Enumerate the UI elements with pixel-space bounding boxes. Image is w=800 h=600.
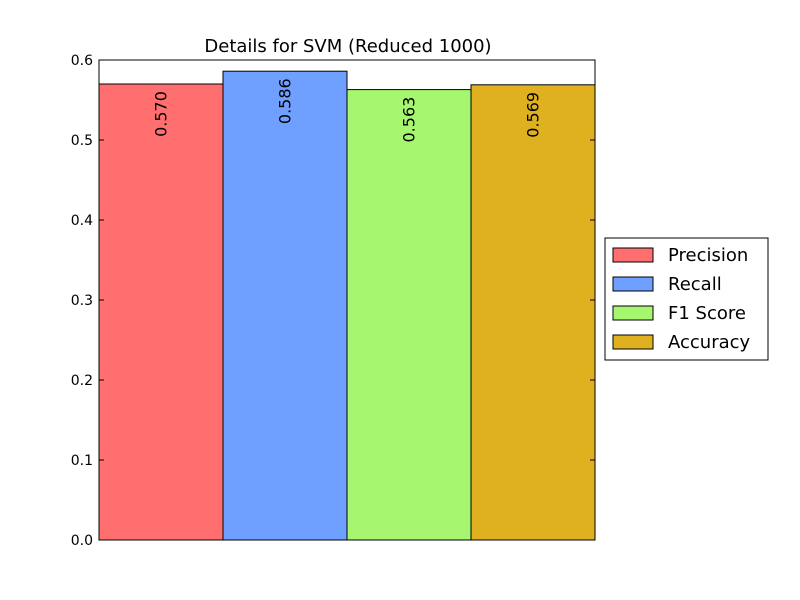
y-tick-label: 0.1	[71, 453, 93, 469]
legend-swatch	[612, 334, 654, 350]
legend-swatch	[612, 305, 654, 321]
chart-title: Details for SVM (Reduced 1000)	[204, 36, 491, 57]
value-labels-layer: 0.570 0.586 0.563 0.569	[152, 78, 543, 142]
legend: Precision Recall F1 Score Accuracy	[604, 237, 769, 361]
legend-swatch	[612, 247, 654, 263]
legend-swatch	[612, 276, 654, 292]
y-tick-label: 0.3	[71, 293, 93, 309]
bar-accuracy	[470, 84, 596, 541]
bar-precision	[98, 83, 224, 541]
bar-value-label: 0.586	[276, 78, 295, 124]
bar-value-label: 0.569	[524, 92, 543, 138]
legend-label: Precision	[668, 245, 748, 266]
bar-value-label: 0.563	[400, 97, 419, 143]
bar-f1-score	[346, 89, 472, 541]
y-axis: 0.0 0.1 0.2 0.3 0.4 0.5 0.6	[71, 53, 595, 549]
bar-value-label: 0.570	[152, 91, 171, 137]
bars-layer	[98, 70, 596, 541]
y-tick-label: 0.4	[71, 213, 93, 229]
legend-label: Accuracy	[668, 332, 751, 353]
legend-label: F1 Score	[668, 303, 746, 324]
legend-label: Recall	[668, 274, 722, 295]
bar-recall	[222, 70, 348, 541]
y-tick-label: 0.0	[71, 533, 93, 549]
y-tick-label: 0.2	[71, 373, 93, 389]
y-tick-label: 0.5	[71, 133, 93, 149]
y-tick-label: 0.6	[71, 53, 93, 69]
